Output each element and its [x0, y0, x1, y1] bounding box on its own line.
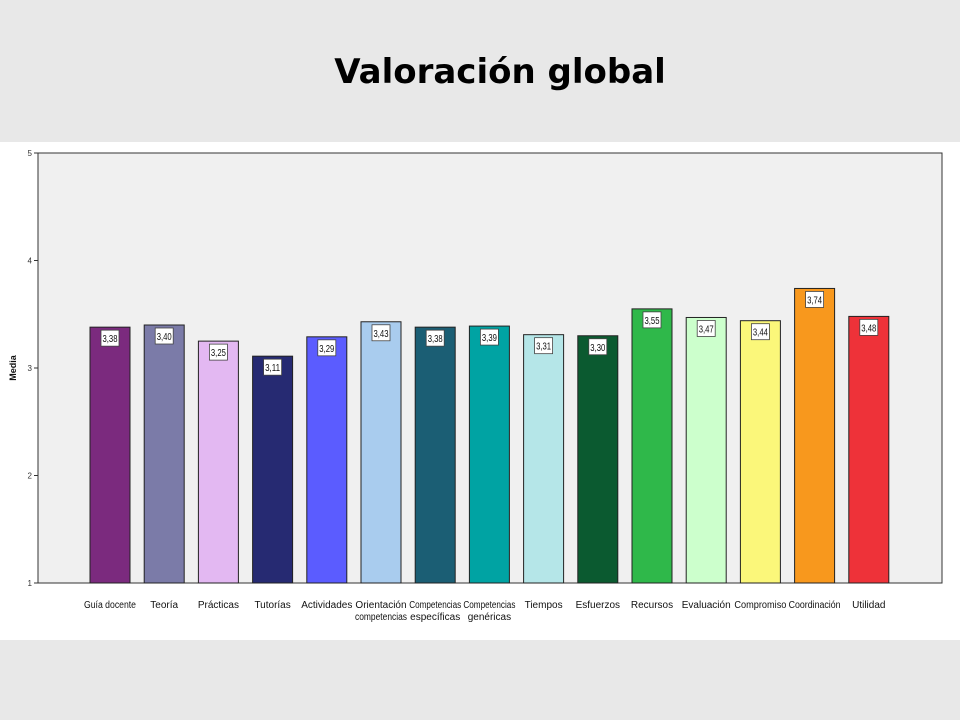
- x-axis-labels: Guía docente Teoría Prácticas Tutorías Activ…: [84, 600, 885, 623]
- y-tick-label: 3: [28, 364, 33, 373]
- category-label: específicas: [410, 612, 460, 623]
- value-label: 3,38: [103, 334, 118, 345]
- category-label: Actividades: [301, 600, 352, 611]
- category-label: genéricas: [468, 612, 511, 623]
- bar: [143, 324, 185, 584]
- value-label: 3,48: [861, 323, 876, 334]
- value-label-box: [100, 329, 120, 347]
- y-tick-label: 1: [28, 579, 33, 588]
- slide-title: Valoración global: [334, 52, 666, 92]
- value-label: 3,44: [753, 328, 768, 339]
- category-label: Evaluación: [682, 600, 731, 611]
- value-label: 3,43: [374, 329, 389, 340]
- bar: [360, 321, 402, 584]
- value-label-box: [805, 291, 824, 308]
- value-label: 3,29: [319, 344, 334, 355]
- bar: [577, 335, 619, 584]
- value-label-box: [534, 337, 553, 355]
- value-label-box: [479, 328, 499, 346]
- category-label: Coordinación: [789, 600, 841, 611]
- value-label-box: [371, 324, 391, 342]
- bar: [794, 287, 836, 584]
- bar: [197, 340, 239, 584]
- category-label: Tutorías: [254, 600, 290, 611]
- bar: [848, 315, 890, 584]
- bar: [523, 334, 565, 584]
- bar: [468, 325, 510, 584]
- y-axis: 1 2 3 4 5: [28, 149, 38, 588]
- category-label: Esfuerzos: [576, 600, 620, 611]
- bar: [685, 316, 727, 584]
- bar: [252, 355, 294, 584]
- value-label-box: [208, 343, 228, 361]
- value-label-box: [317, 339, 337, 357]
- category-label: Guía docente: [84, 600, 136, 611]
- value-label-box: [154, 327, 174, 345]
- value-label-box: [751, 323, 770, 341]
- category-label: Recursos: [631, 600, 673, 611]
- bar: [739, 320, 781, 584]
- value-label-box: [588, 338, 608, 356]
- value-label-box: [696, 320, 716, 337]
- value-label: 3,74: [807, 295, 822, 306]
- category-label: Competencias: [463, 600, 515, 611]
- y-axis-label: Media: [8, 354, 18, 381]
- value-label: 3,38: [428, 334, 443, 345]
- value-label: 3,55: [645, 316, 660, 327]
- category-label: Prácticas: [198, 600, 239, 611]
- value-label: 3,40: [157, 332, 172, 343]
- value-label: 3,11: [265, 363, 280, 374]
- bar: [89, 326, 131, 584]
- y-tick-label: 5: [28, 149, 33, 158]
- bar: [306, 336, 348, 584]
- value-label: 3,47: [699, 324, 714, 335]
- value-label: 3,39: [482, 333, 497, 344]
- bar: [414, 326, 456, 584]
- value-label: 3,25: [211, 348, 226, 359]
- value-label-box: [425, 329, 445, 347]
- category-label: Utilidad: [852, 600, 885, 611]
- value-label-box: [642, 311, 662, 329]
- bars: 3,38 3,40 3,25 3,11 3,29 3,43 3,38 3,39 3,31 3,30…: [89, 287, 890, 584]
- value-label: 3,30: [590, 343, 605, 354]
- category-label: Competencias: [409, 600, 461, 611]
- category-label: Tiempos: [525, 600, 563, 611]
- value-label-box: [859, 318, 879, 336]
- category-label: Teoría: [150, 600, 178, 611]
- y-tick-label: 4: [28, 257, 33, 266]
- bar: [631, 308, 673, 584]
- category-label: Orientación: [355, 600, 406, 611]
- value-label: 3,31: [536, 342, 551, 353]
- value-label-box: [263, 358, 283, 376]
- category-label: Compromiso: [734, 600, 786, 611]
- category-label: competencias: [355, 612, 407, 623]
- y-tick-label: 2: [28, 472, 33, 481]
